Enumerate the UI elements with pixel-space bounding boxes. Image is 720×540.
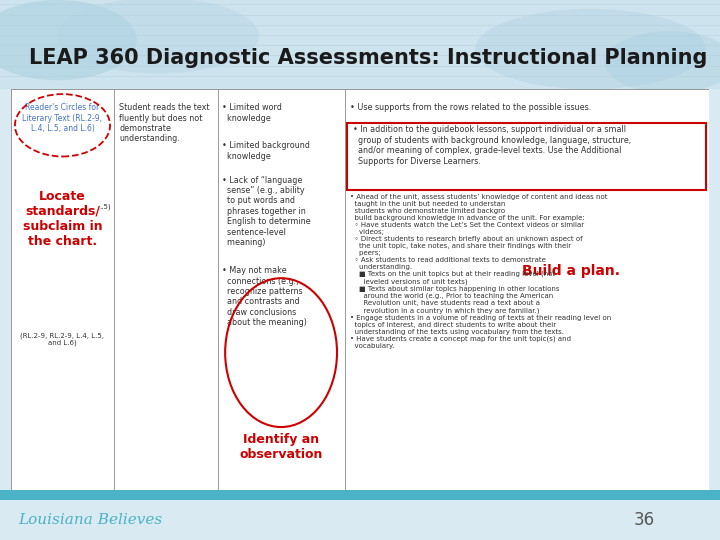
Text: LEAP 360 Diagnostic Assessments: Instructional Planning: LEAP 360 Diagnostic Assessments: Instruc… <box>29 48 707 68</box>
Text: Identify an
observation: Identify an observation <box>239 433 323 461</box>
Text: Locate
standards/
subclaim in
the chart.: Locate standards/ subclaim in the chart. <box>22 190 102 248</box>
Text: Student reads the text
fluently but does not
demonstrate
understanding.: Student reads the text fluently but does… <box>119 103 210 144</box>
Bar <box>348 123 706 190</box>
Ellipse shape <box>475 9 706 89</box>
Text: • Ahead of the unit, assess students’ knowledge of content and ideas not
  taugh: • Ahead of the unit, assess students’ kn… <box>349 194 611 349</box>
Text: Louisiana Believes: Louisiana Believes <box>18 513 162 526</box>
Text: (RL.2-9, RL.2-9, L.4, L.5,
and L.6): (RL.2-9, RL.2-9, L.4, L.5, and L.6) <box>20 333 104 347</box>
Text: • Use supports from the rows related to the possible issues.: • Use supports from the rows related to … <box>349 103 591 112</box>
Text: • Limited background
  knowledge: • Limited background knowledge <box>222 141 310 161</box>
Text: • In addition to the guidebook lessons, support individual or a small
  group of: • In addition to the guidebook lessons, … <box>353 125 631 165</box>
Ellipse shape <box>0 0 137 80</box>
Text: • Lack of “language
  sense” (e.g., ability
  to put words and
  phrases togethe: • Lack of “language sense” (e.g., abilit… <box>222 176 311 247</box>
Text: • Limited word
  knowledge: • Limited word knowledge <box>222 103 282 123</box>
Text: • May not make
  connections (e.g.,
  recognize patterns
  and contrasts and
  d: • May not make connections (e.g., recogn… <box>222 266 307 327</box>
Text: Reader's Circles for
Literary Text (RL.2-9,
L.4, L.5, and L.6): Reader's Circles for Literary Text (RL.2… <box>22 103 102 133</box>
Ellipse shape <box>58 0 259 73</box>
Text: ..5): ..5) <box>99 204 111 210</box>
Text: Build a plan.: Build a plan. <box>522 264 620 278</box>
Text: 36: 36 <box>634 511 654 529</box>
Ellipse shape <box>605 31 720 93</box>
